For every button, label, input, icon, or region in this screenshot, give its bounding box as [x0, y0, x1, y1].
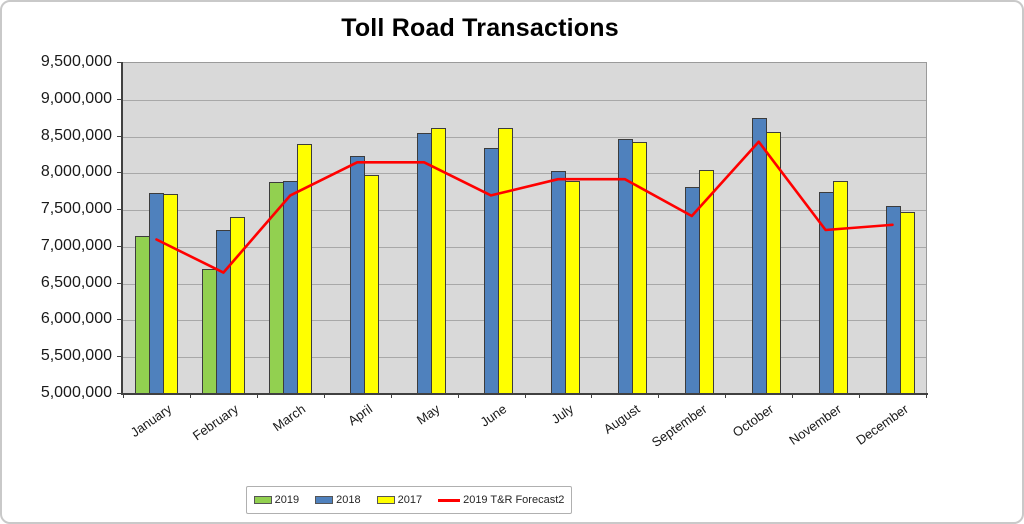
bar-2018-january [149, 193, 165, 394]
legend-label: 2017 [397, 494, 423, 506]
bar-2019-february [202, 268, 218, 394]
bar-2019-january [135, 235, 151, 394]
gridline [123, 283, 926, 285]
gridline [123, 320, 926, 322]
bar-2017-july [564, 180, 580, 394]
bar-2018-august [617, 138, 633, 394]
gridline [123, 99, 926, 101]
bar-2017-august [631, 141, 647, 394]
bar-2018-february [216, 229, 232, 394]
x-axis-line [121, 393, 928, 395]
bar-2019-march [269, 182, 285, 394]
bar-2017-march [297, 143, 313, 394]
x-axis-label-april: April [345, 401, 376, 429]
bar-2018-may [417, 132, 433, 394]
y-tick-label: 7,000,000 [40, 236, 112, 254]
legend-swatch-2018 [315, 496, 334, 504]
legend-label: 2019 [274, 494, 300, 506]
bar-2018-april [350, 155, 366, 394]
legend-item-2017: 2017 [376, 494, 423, 506]
x-axis-label-july: July [548, 401, 576, 427]
bar-2017-november [832, 181, 848, 394]
bar-2018-june [484, 148, 500, 394]
x-axis-label-february: February [190, 401, 242, 444]
bar-2017-june [498, 128, 514, 394]
bar-2018-november [818, 191, 834, 394]
x-axis-label-october: October [730, 401, 777, 440]
x-axis-label-august: August [601, 401, 643, 437]
chart-title: Toll Road Transactions [341, 14, 619, 42]
y-tick-label: 5,500,000 [40, 347, 112, 365]
legend-item-2019: 2019 [253, 494, 300, 506]
legend-label: 2019 T&R Forecast2 [463, 494, 565, 506]
y-tick-label: 8,000,000 [40, 163, 112, 181]
y-axis-line [121, 62, 123, 394]
y-tick-label: 8,500,000 [40, 126, 112, 144]
x-axis-label-june: June [477, 401, 510, 430]
y-tick-label: 6,000,000 [40, 310, 112, 328]
y-tick-label: 9,500,000 [40, 53, 112, 70]
gridline [123, 136, 926, 138]
bar-2017-february [230, 217, 246, 394]
x-axis-label-january: January [128, 401, 175, 440]
bar-2017-december [899, 211, 915, 394]
x-axis-label-december: December [852, 401, 911, 448]
legend-item-2019-t-r-forecast2: 2019 T&R Forecast2 [438, 494, 564, 506]
gridline [123, 173, 926, 175]
legend-swatch-2019 [253, 496, 272, 504]
legend: 2019 2018 2017 2019 T&R Forecast2 [246, 486, 572, 514]
bar-2018-september [684, 187, 700, 394]
bar-2018-july [550, 171, 566, 394]
plot-area [123, 62, 927, 394]
gridline [123, 210, 926, 212]
x-axis-label-march: March [270, 401, 309, 435]
bar-2017-september [698, 169, 714, 394]
bar-2017-april [364, 174, 380, 394]
x-axis-label-september: September [649, 401, 710, 450]
y-tick-label: 9,000,000 [40, 89, 112, 107]
bar-2017-january [163, 193, 179, 394]
bar-2018-october [751, 118, 767, 394]
gridline [123, 357, 926, 359]
legend-label: 2018 [336, 494, 361, 506]
y-axis-labels: 9,500,000 9,000,000 8,500,000 8,000,000 7,50… [2, 2, 112, 522]
y-tick-label: 7,500,000 [40, 200, 112, 218]
bar-2017-may [431, 127, 447, 394]
y-tick-label: 5,000,000 [40, 384, 112, 401]
x-axis-label-may: May [413, 401, 443, 428]
bar-2018-december [885, 205, 901, 394]
legend-item-2018: 2018 [315, 494, 361, 506]
x-axis-label-november: November [785, 401, 844, 448]
legend-swatch-2017 [376, 496, 395, 504]
bar-2017-october [765, 132, 781, 394]
legend-line-swatch [438, 498, 461, 502]
bar-2018-march [283, 181, 299, 394]
y-tick-label: 6,500,000 [40, 273, 112, 291]
forecast-line [155, 140, 894, 274]
